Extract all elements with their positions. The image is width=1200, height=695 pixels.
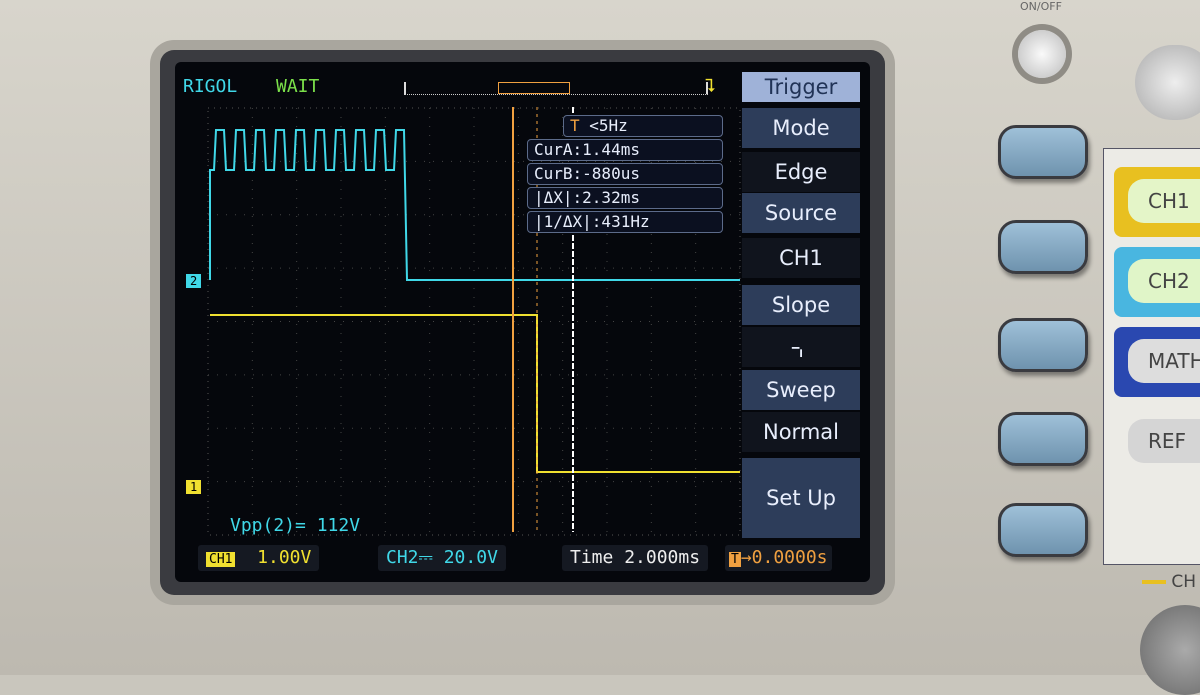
ch-label: CH — [1171, 572, 1197, 592]
menu-setup[interactable]: Set Up — [742, 458, 860, 538]
ch2-marker[interactable]: 2 — [186, 274, 202, 288]
softkey-2[interactable] — [998, 220, 1088, 274]
math-button-frame: MATH — [1114, 327, 1200, 397]
softkey-4[interactable] — [998, 412, 1088, 466]
ch1-scale[interactable]: CH1 1.00V — [198, 545, 320, 571]
time-scale-value: 2.000ms — [624, 547, 701, 568]
knob[interactable] — [1135, 45, 1200, 120]
ch-position-label: CH — [1142, 572, 1196, 592]
trigger-icon: T — [729, 552, 741, 567]
menu-source-label[interactable]: Source — [742, 193, 860, 233]
ch2-scale[interactable]: CH2⎓ 20.0V — [378, 545, 506, 571]
trigger-frequency: T <5Hz — [563, 115, 723, 137]
menu-sweep-value[interactable]: Normal — [742, 412, 860, 452]
timebase[interactable]: Time 2.000ms — [562, 545, 709, 571]
ch1-marker[interactable]: 1 — [186, 480, 202, 494]
memory-window — [498, 82, 570, 94]
vertical-control-panel: CH1 CH2 MATH REF — [1103, 148, 1200, 565]
trigger-frequency-value: <5Hz — [589, 116, 628, 135]
ch1-scale-value: 1.00V — [257, 547, 312, 568]
ch2-label: CH2 — [386, 547, 419, 568]
cursor-a-readout: CurA:1.44ms — [527, 139, 723, 161]
softkey-5[interactable] — [998, 503, 1088, 557]
ch1-trace — [210, 314, 740, 473]
cursor-b-readout: CurB:-880us — [527, 163, 723, 185]
ch1-button-frame: CH1 — [1114, 167, 1200, 237]
memory-position-bar — [404, 82, 708, 95]
trigger-offset-value: →0.0000s — [740, 547, 828, 568]
ref-button-frame: REF — [1114, 407, 1200, 477]
power-button[interactable] — [1018, 30, 1066, 78]
brand-label: RIGOL — [183, 76, 238, 97]
trigger-offset[interactable]: T →0.0000s — [725, 545, 832, 571]
falling-edge-icon[interactable]: ⌍ — [742, 327, 860, 367]
ch1-button[interactable]: CH1 — [1128, 179, 1200, 223]
ch2-button-frame: CH2 — [1114, 247, 1200, 317]
power-label: ON/OFF — [1020, 0, 1062, 13]
trigger-edge-icon: ⮧ — [705, 76, 716, 97]
softkey-3[interactable] — [998, 318, 1088, 372]
softkey-1[interactable] — [998, 125, 1088, 179]
ch2-scale-value: 20.0V — [443, 547, 498, 568]
vpp-measurement: Vpp(2)= 112V — [230, 515, 361, 536]
time-label: Time — [570, 547, 614, 568]
ref-button[interactable]: REF — [1128, 419, 1200, 463]
trigger-icon: T — [570, 116, 580, 135]
ch2-trace — [209, 129, 740, 281]
delta-x-readout: |ΔX|:2.32ms — [527, 187, 723, 209]
math-button[interactable]: MATH — [1128, 339, 1200, 383]
menu-source-value[interactable]: CH1 — [742, 238, 860, 278]
acquisition-status: WAIT — [276, 76, 320, 97]
ch2-button[interactable]: CH2 — [1128, 259, 1200, 303]
menu-mode-value[interactable]: Edge — [742, 152, 860, 192]
menu-sweep-label[interactable]: Sweep — [742, 370, 860, 410]
ch1-label: CH1 — [206, 552, 236, 567]
menu-mode-label[interactable]: Mode — [742, 108, 860, 148]
menu-title: Trigger — [742, 72, 860, 102]
menu-slope-label[interactable]: Slope — [742, 285, 860, 325]
inverse-delta-x-readout: |1/ΔX|:431Hz — [527, 211, 723, 233]
